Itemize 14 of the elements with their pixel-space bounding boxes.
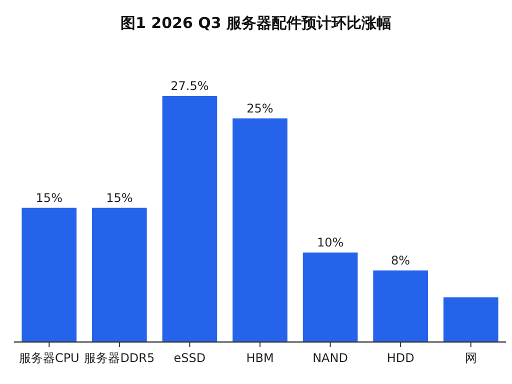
x-tick-label: 服务器DDR5 (84, 351, 155, 365)
x-tick-label: 服务器CPU (18, 351, 80, 365)
data-label: 25% (246, 101, 274, 116)
chart-title: 图1 2026 Q3 服务器配件预计环比涨幅 (120, 14, 392, 32)
data-label: 15% (36, 190, 62, 205)
x-tick-label: HDD (386, 351, 414, 365)
data-label: 8% (391, 253, 410, 268)
x-tick-label: eSSD (174, 351, 206, 365)
x-tick-label: 网 (464, 351, 477, 365)
data-label: 15% (106, 190, 133, 205)
x-tick-label: HBM (246, 351, 274, 365)
x-tick-label: NAND (312, 351, 348, 365)
data-label: 10% (316, 236, 344, 250)
data-label: 27.5% (170, 79, 209, 93)
